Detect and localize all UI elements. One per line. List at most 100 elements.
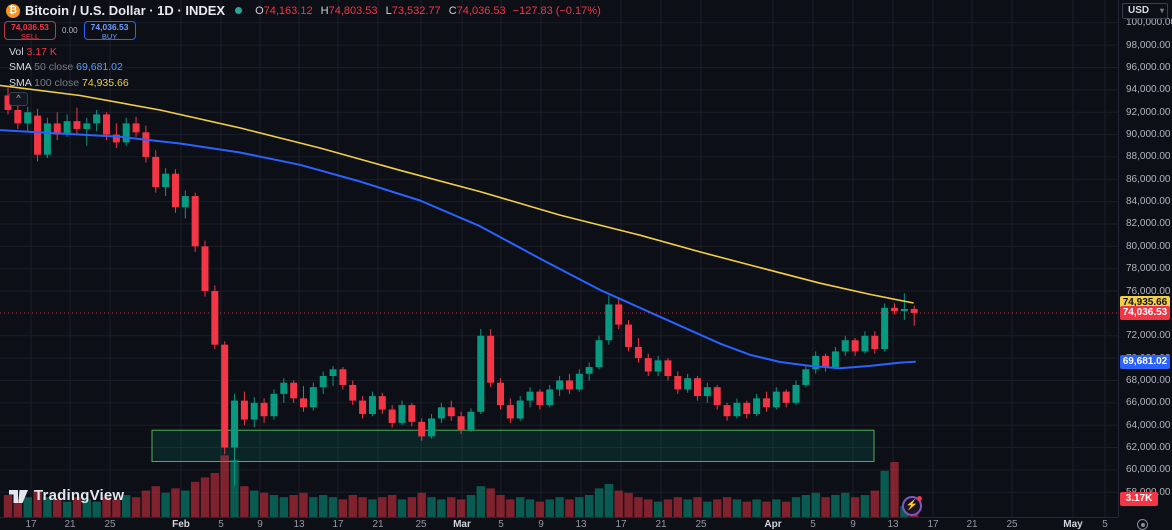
volume-bar: [860, 495, 870, 517]
sma100-line[interactable]: [0, 84, 914, 304]
price-tick-label: 66,000.00: [1126, 397, 1171, 409]
volume-bar: [604, 484, 614, 517]
candle-body: [152, 156, 160, 188]
time-tick-label: 21: [966, 519, 978, 530]
legend-collapse-button[interactable]: ^: [9, 92, 28, 106]
legend: ₿ Bitcoin / U.S. Dollar · 1D · INDEX O74…: [6, 2, 601, 19]
candle-body: [861, 335, 869, 352]
candle-body: [142, 132, 150, 157]
candle-body: [713, 387, 721, 406]
candle-body: [516, 400, 524, 419]
volume-bar: [476, 486, 485, 517]
tradingview-mark-icon: [9, 490, 28, 503]
time-axis[interactable]: 17 21 25 Feb 5 9 13 17 21 25 Mar 5 9 13 17 21 25 Apr 5 9 13 1…: [0, 517, 1118, 530]
candle-body: [762, 398, 770, 408]
indicator-sma100[interactable]: SMA 100 close 74,935.66: [9, 77, 129, 89]
price-axis[interactable]: USD ▾ 100,000.00 98,000.00 96,000.00 94,000…: [1118, 0, 1172, 530]
candle-body: [831, 351, 839, 368]
candle-body: [388, 409, 396, 423]
volume-bar: [584, 495, 594, 517]
candle-body: [191, 196, 199, 247]
time-tick-label: 17: [927, 519, 939, 530]
candle-body: [359, 400, 367, 415]
candle-body: [132, 123, 140, 133]
candle-body: [723, 405, 731, 417]
flash-icon[interactable]: ⚡: [902, 496, 922, 516]
tradingview-logo[interactable]: TradingView: [9, 487, 124, 504]
market-status-icon[interactable]: [235, 7, 243, 14]
volume-bar: [831, 495, 840, 517]
volume-bar: [722, 497, 732, 517]
volume-bar: [466, 495, 476, 517]
candle-body: [506, 405, 514, 419]
open-value: 74,163.12: [263, 4, 313, 17]
currency-dropdown[interactable]: USD ▾: [1122, 3, 1168, 19]
volume-name: Vol: [9, 46, 24, 58]
indicator-volume[interactable]: Vol 3.17 K: [9, 46, 57, 58]
sma50-name: SMA: [9, 61, 32, 73]
symbol-title[interactable]: Bitcoin / U.S. Dollar · 1D · INDEX: [25, 3, 226, 18]
candle-body: [290, 382, 298, 399]
volume-bar: [122, 495, 131, 517]
candle-body: [477, 335, 485, 412]
volume-bar: [732, 499, 742, 517]
volume-bar: [437, 499, 446, 517]
bitcoin-icon: ₿: [6, 3, 20, 18]
time-tick-label: 25: [415, 519, 427, 530]
candle-body: [103, 114, 110, 135]
candle-body: [280, 382, 288, 394]
price-tick-label: 86,000.00: [1126, 173, 1171, 185]
candlestick-chart[interactable]: [0, 0, 1118, 517]
volume-bar: [348, 495, 357, 517]
volume-value: 3.17 K: [26, 46, 57, 58]
volume-bar: [456, 499, 466, 517]
price-tick-label: 88,000.00: [1126, 151, 1171, 163]
volume-bar: [555, 497, 564, 517]
volume-bar: [23, 497, 32, 517]
candle-body: [910, 308, 918, 313]
price-tick-label: 62,000.00: [1126, 442, 1171, 454]
volume-bar: [545, 499, 554, 517]
volume-bar: [653, 501, 663, 517]
candle-body: [674, 375, 682, 390]
volume-bar: [358, 497, 367, 517]
price-tick-label: 90,000.00: [1126, 129, 1171, 141]
volume-bar: [269, 495, 279, 517]
time-tick-label: 21: [64, 519, 76, 530]
volume-bar: [289, 495, 298, 517]
candle-body: [575, 373, 583, 390]
candle-body: [43, 123, 51, 155]
candle-body: [260, 402, 268, 417]
price-tick-label: 100,000.00: [1126, 17, 1172, 29]
candle-body: [270, 393, 278, 417]
indicator-sma50[interactable]: SMA 50 close 69,681.02: [9, 61, 123, 73]
buy-button[interactable]: 74,036.53 BUY: [83, 21, 136, 41]
volume-bar: [575, 497, 584, 517]
rectangle-drawing[interactable]: [151, 429, 875, 463]
volume-bar: [850, 497, 860, 517]
candle-body: [339, 369, 347, 385]
candle-body: [565, 380, 573, 390]
candle-body: [802, 369, 810, 385]
sma50-line[interactable]: [0, 129, 916, 370]
axis-corner: [1118, 517, 1172, 530]
sell-button[interactable]: 74,036.53 SELL: [4, 21, 56, 41]
candle-body: [181, 196, 189, 208]
volume-bar: [417, 492, 426, 517]
close-value: 74,036.53: [456, 4, 506, 17]
volume-bar: [624, 492, 633, 517]
scales-settings-icon[interactable]: [1137, 519, 1148, 530]
volume-bar: [102, 497, 111, 517]
price-tick-label: 98,000.00: [1126, 39, 1171, 51]
sma50-value: 69,681.02: [76, 61, 123, 73]
volume-bar: [338, 499, 348, 517]
candle-body: [546, 389, 554, 406]
candle-body: [24, 112, 32, 124]
buy-price: 74,036.53: [90, 22, 129, 32]
volume-bar: [397, 499, 407, 517]
spread-value: 0.00: [62, 26, 78, 35]
candle-body: [221, 344, 229, 448]
volume-bar: [279, 497, 288, 517]
volume-bar: [496, 495, 505, 517]
